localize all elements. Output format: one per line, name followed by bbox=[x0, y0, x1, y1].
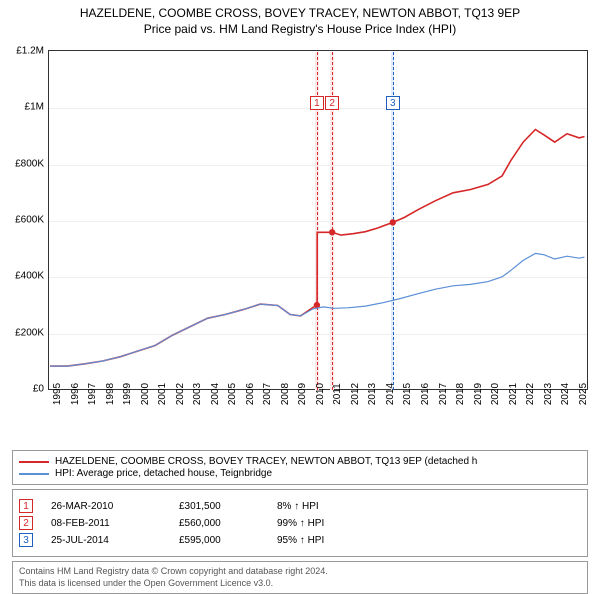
x-tick-label: 2017 bbox=[438, 383, 449, 405]
sales-row: 1 26-MAR-2010 £301,500 8% ↑ HPI bbox=[19, 499, 581, 513]
x-tick-label: 2006 bbox=[245, 383, 256, 405]
legend-label: HAZELDENE, COOMBE CROSS, BOVEY TRACEY, N… bbox=[55, 456, 477, 467]
x-tick-label: 2012 bbox=[350, 383, 361, 405]
y-tick-label: £0 bbox=[2, 384, 44, 395]
sales-table: 1 26-MAR-2010 £301,500 8% ↑ HPI 2 08-FEB… bbox=[12, 489, 588, 557]
y-tick-label: £400K bbox=[2, 271, 44, 282]
sales-row: 3 25-JUL-2014 £595,000 95% ↑ HPI bbox=[19, 533, 581, 547]
sale-marker: 2 bbox=[19, 516, 33, 530]
x-tick-label: 1996 bbox=[70, 383, 81, 405]
y-tick-label: £800K bbox=[2, 158, 44, 169]
x-tick-label: 2005 bbox=[227, 383, 238, 405]
sale-date: 08-FEB-2011 bbox=[51, 518, 161, 529]
y-tick-label: £600K bbox=[2, 215, 44, 226]
x-tick-label: 2009 bbox=[297, 383, 308, 405]
x-tick-label: 2023 bbox=[543, 383, 554, 405]
title-address: HAZELDENE, COOMBE CROSS, BOVEY TRACEY, N… bbox=[0, 6, 600, 20]
x-tick-label: 2004 bbox=[210, 383, 221, 405]
x-tick-label: 2016 bbox=[420, 383, 431, 405]
title-subtitle: Price paid vs. HM Land Registry's House … bbox=[0, 22, 600, 36]
legend-swatch bbox=[19, 473, 49, 475]
x-tick-label: 2020 bbox=[490, 383, 501, 405]
y-tick-label: £1.2M bbox=[2, 46, 44, 57]
sale-price: £560,000 bbox=[179, 518, 259, 529]
sale-pct: 95% ↑ HPI bbox=[277, 535, 367, 546]
sales-row: 2 08-FEB-2011 £560,000 99% ↑ HPI bbox=[19, 516, 581, 530]
legend-swatch bbox=[19, 461, 49, 463]
x-tick-label: 2015 bbox=[402, 383, 413, 405]
sale-price: £301,500 bbox=[179, 501, 259, 512]
sale-marker: 3 bbox=[19, 533, 33, 547]
x-tick-label: 2008 bbox=[280, 383, 291, 405]
x-tick-label: 1995 bbox=[52, 383, 63, 405]
x-tick-label: 2011 bbox=[332, 383, 343, 405]
x-tick-label: 1998 bbox=[105, 383, 116, 405]
x-tick-label: 2025 bbox=[578, 383, 589, 405]
legend: HAZELDENE, COOMBE CROSS, BOVEY TRACEY, N… bbox=[12, 450, 588, 485]
x-tick-label: 2002 bbox=[175, 383, 186, 405]
x-tick-label: 2000 bbox=[140, 383, 151, 405]
x-tick-label: 1997 bbox=[87, 383, 98, 405]
x-tick-label: 2013 bbox=[367, 383, 378, 405]
x-tick-label: 2010 bbox=[315, 383, 326, 405]
x-tick-label: 1999 bbox=[122, 383, 133, 405]
x-tick-label: 2001 bbox=[157, 383, 168, 405]
x-tick-label: 2018 bbox=[455, 383, 466, 405]
sale-pct: 99% ↑ HPI bbox=[277, 518, 367, 529]
chart-container: HAZELDENE, COOMBE CROSS, BOVEY TRACEY, N… bbox=[0, 0, 600, 590]
sale-date: 26-MAR-2010 bbox=[51, 501, 161, 512]
sale-price: £595,000 bbox=[179, 535, 259, 546]
y-tick-label: £200K bbox=[2, 327, 44, 338]
chart-area: 123 £0£200K£400K£600K£800K£1M£1.2M199519… bbox=[48, 50, 588, 410]
sale-date: 25-JUL-2014 bbox=[51, 535, 161, 546]
sale-marker: 1 bbox=[19, 499, 33, 513]
x-tick-label: 2024 bbox=[560, 383, 571, 405]
x-tick-label: 2007 bbox=[262, 383, 273, 405]
legend-row: HAZELDENE, COOMBE CROSS, BOVEY TRACEY, N… bbox=[19, 456, 581, 467]
x-tick-label: 2003 bbox=[192, 383, 203, 405]
legend-label: HPI: Average price, detached house, Teig… bbox=[55, 468, 272, 479]
license-line: This data is licensed under the Open Gov… bbox=[19, 578, 581, 590]
legend-row: HPI: Average price, detached house, Teig… bbox=[19, 468, 581, 479]
license: Contains HM Land Registry data © Crown c… bbox=[12, 561, 588, 594]
plot-region: 123 bbox=[48, 50, 588, 390]
bottom-panel: HAZELDENE, COOMBE CROSS, BOVEY TRACEY, N… bbox=[12, 450, 588, 594]
title-block: HAZELDENE, COOMBE CROSS, BOVEY TRACEY, N… bbox=[0, 0, 600, 36]
license-line: Contains HM Land Registry data © Crown c… bbox=[19, 566, 581, 578]
x-tick-label: 2022 bbox=[525, 383, 536, 405]
y-tick-label: £1M bbox=[2, 102, 44, 113]
x-tick-label: 2019 bbox=[473, 383, 484, 405]
x-tick-label: 2021 bbox=[508, 383, 519, 405]
x-tick-label: 2014 bbox=[385, 383, 396, 405]
sale-pct: 8% ↑ HPI bbox=[277, 501, 367, 512]
